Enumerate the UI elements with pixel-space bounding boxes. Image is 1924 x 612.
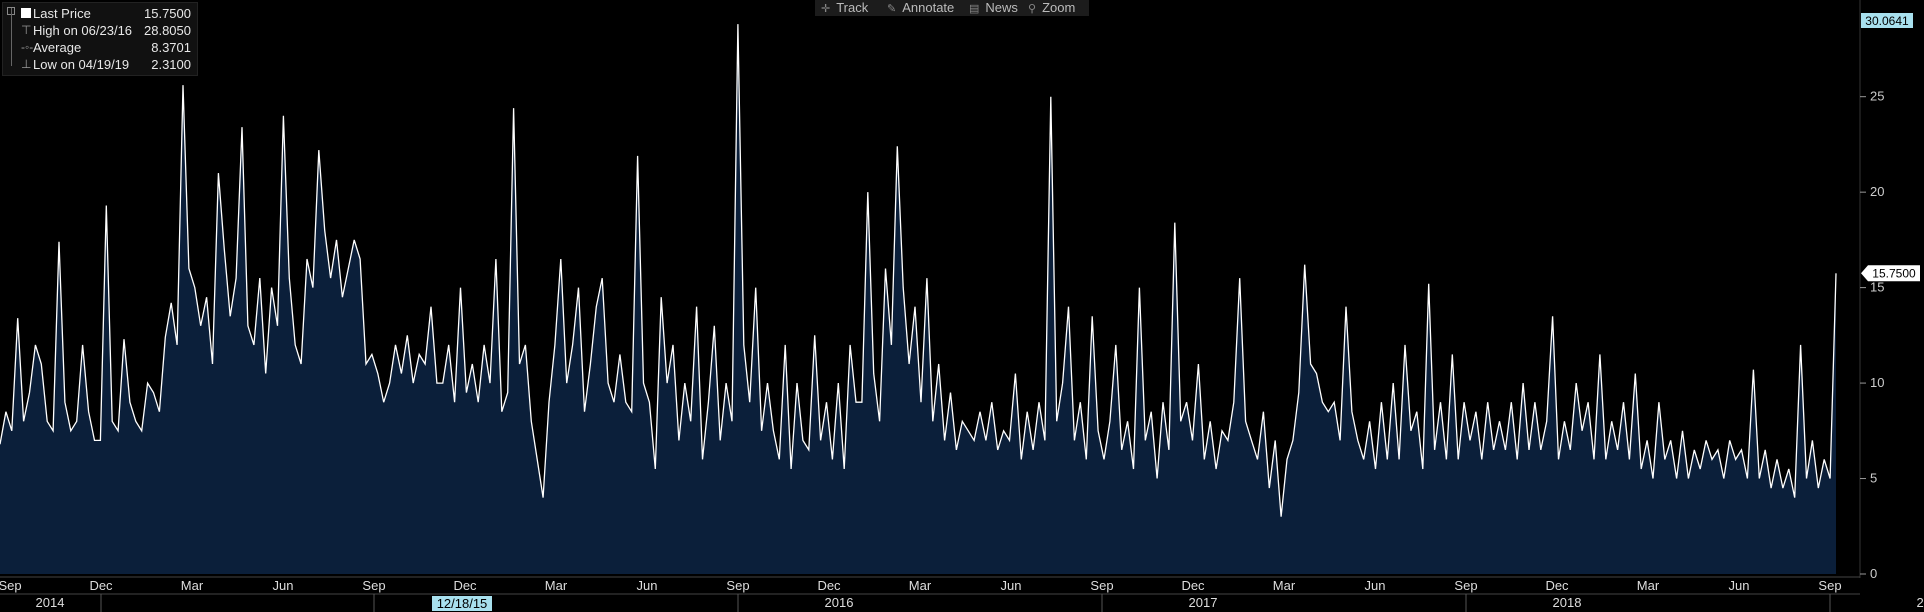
x-month-label: Sep — [1454, 578, 1477, 593]
x-month-label: Dec — [1545, 578, 1569, 593]
y-tick-label: 0 — [1870, 566, 1877, 581]
news-label: News — [985, 0, 1018, 15]
legend-label: Average — [33, 40, 82, 55]
highlighted-date-box — [432, 596, 492, 611]
last-price-swatch-icon — [21, 8, 31, 18]
x-month-label: Mar — [545, 578, 568, 593]
x-month-label: Mar — [181, 578, 204, 593]
y-tick-label: 5 — [1870, 471, 1877, 486]
legend-panel: Last Price 15.7500 ⊤ High on 06/23/16 28… — [2, 2, 198, 76]
legend-value: 8.3701 — [151, 40, 191, 55]
x-year-label: 2018 — [1553, 595, 1582, 610]
legend-tree-line — [11, 8, 12, 66]
legend-label: Low on 04/19/19 — [33, 57, 130, 72]
news-button[interactable]: ▤ News — [969, 0, 1018, 16]
y-axis: 0 5 10 15 20 25 — [1860, 89, 1884, 581]
legend-label: High on 06/23/16 — [33, 23, 133, 38]
zoom-label: Zoom — [1042, 0, 1076, 15]
x-month-label: Sep — [1818, 578, 1841, 593]
x-month-label: Jun — [273, 578, 294, 593]
x-month-label: Mar — [1273, 578, 1296, 593]
zoom-button[interactable]: ⚲ Zoom — [1028, 0, 1075, 16]
annotate-button[interactable]: ✎ Annotate — [887, 0, 954, 16]
track-button[interactable]: ✛ Track — [821, 0, 868, 16]
x-year-label: 2016 — [825, 595, 854, 610]
crosshair-icon: ✛ — [821, 3, 831, 15]
annotate-label: Annotate — [902, 0, 955, 15]
y-tick-label: 15 — [1870, 280, 1884, 295]
last-price-tag — [1861, 265, 1920, 282]
x-month-label: Jun — [637, 578, 658, 593]
legend-row-average: -◦- Average 8.3701 — [3, 39, 195, 56]
legend-row-high: ⊤ High on 06/23/16 28.8050 — [3, 22, 195, 39]
last-price-tag-label: 15.7500 — [1872, 266, 1916, 280]
track-label: Track — [836, 0, 869, 15]
y-max-tag-label: 30.0641 — [1865, 14, 1909, 28]
x-month-label: Sep — [0, 578, 22, 593]
x-month-label: Dec — [1181, 578, 1205, 593]
x-month-label: Mar — [1637, 578, 1660, 593]
y-max-tag — [1861, 13, 1913, 28]
x-month-label: Dec — [453, 578, 477, 593]
y-tick-label: 25 — [1870, 89, 1884, 104]
legend-value: 15.7500 — [144, 6, 191, 21]
x-month-label: Jun — [1365, 578, 1386, 593]
x-year-label: 2019 — [1917, 595, 1924, 610]
x-month-label: Dec — [817, 578, 841, 593]
x-month-label: Sep — [362, 578, 385, 593]
x-month-label: Sep — [726, 578, 749, 593]
highlighted-date-label: 12/18/15 — [437, 596, 488, 611]
average-marker-icon: -◦- — [21, 40, 34, 54]
x-axis: Sep Dec Mar Jun Sep Dec Mar Jun Sep Dec Mar Jun Sep D… — [0, 576, 1924, 612]
legend-label: Last Price — [33, 6, 91, 21]
legend-value: 2.3100 — [151, 57, 191, 72]
pencil-icon: ✎ — [887, 3, 897, 15]
price-series-line — [0, 24, 1837, 517]
y-tick-label: 20 — [1870, 184, 1884, 199]
axis-tags: 30.0641 15.7500 — [1861, 13, 1920, 282]
x-month-label: Dec — [89, 578, 113, 593]
x-month-label: Sep — [1090, 578, 1113, 593]
x-year-label: 2014 — [36, 595, 65, 610]
magnifier-icon: ⚲ — [1028, 3, 1037, 15]
plot-area — [0, 24, 1837, 575]
x-month-label: Jun — [1001, 578, 1022, 593]
y-tick-label: 10 — [1870, 375, 1884, 390]
legend-row-last-price: Last Price 15.7500 — [3, 5, 195, 22]
high-marker-icon: ⊤ — [21, 23, 32, 37]
legend-value: 28.8050 — [144, 23, 191, 38]
chart-toolbar: ✛ Track ✎ Annotate ▤ News ⚲ Zoom — [815, 0, 1089, 16]
low-marker-icon: ⊥ — [21, 57, 32, 71]
x-year-label: 2017 — [1189, 595, 1218, 610]
legend-row-low: ⊥ Low on 04/19/19 2.3100 — [3, 56, 195, 73]
news-icon: ▤ — [969, 3, 980, 15]
x-month-label: Mar — [909, 578, 932, 593]
x-month-label: Jun — [1729, 578, 1750, 593]
price-area-fill — [0, 24, 1836, 575]
